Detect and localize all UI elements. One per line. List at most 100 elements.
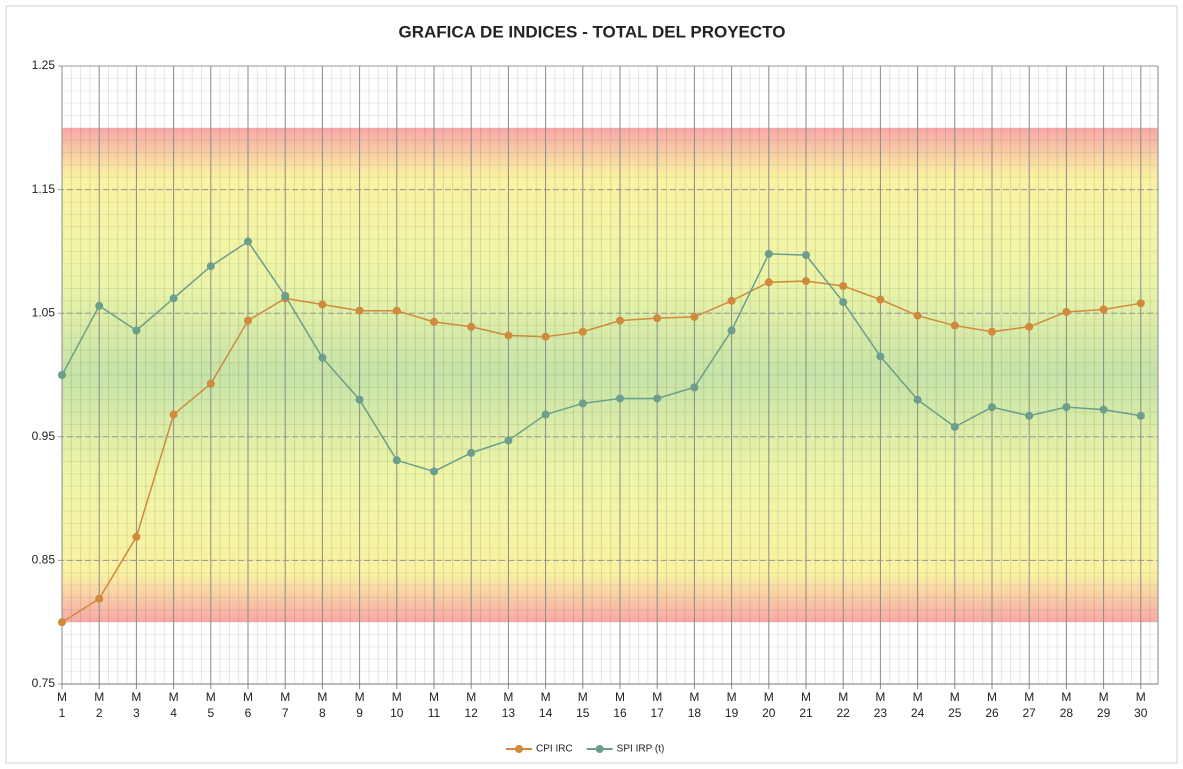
y-tick-label: 1.25: [32, 58, 56, 72]
point: [58, 371, 66, 379]
point: [244, 316, 252, 325]
point: [95, 594, 104, 603]
legend-marker: [515, 745, 523, 753]
point: [690, 383, 699, 392]
point: [169, 410, 178, 419]
point: [95, 301, 104, 310]
point: [578, 399, 587, 408]
point: [355, 395, 364, 404]
x-tick-label: M 24: [910, 690, 925, 720]
point: [58, 618, 66, 627]
x-tick-label: M 21: [799, 690, 813, 720]
x-tick-label: M 27: [1022, 690, 1036, 720]
point: [132, 326, 141, 335]
x-tick-label: M 17: [650, 690, 664, 720]
x-tick-label: M 20: [762, 690, 776, 720]
point: [1136, 411, 1145, 420]
point: [169, 294, 178, 303]
point: [281, 291, 290, 300]
point: [802, 251, 810, 260]
x-tick-label: M 4: [168, 690, 179, 720]
point: [1062, 307, 1071, 316]
x-tick-label: M 11: [427, 690, 441, 720]
x-tick-label: M 23: [873, 690, 888, 720]
point: [616, 394, 624, 403]
x-tick-label: M 12: [464, 690, 478, 720]
point: [132, 532, 141, 541]
x-tick-label: M 30: [1134, 690, 1148, 720]
x-tick-label: M 1: [57, 690, 67, 720]
y-tick-label: 1.05: [32, 305, 56, 319]
point: [1099, 405, 1108, 414]
point: [1136, 299, 1145, 308]
point: [950, 321, 959, 330]
point: [1025, 322, 1034, 331]
point: [430, 317, 438, 326]
point: [802, 277, 810, 286]
y-tick-label: 1.15: [32, 182, 56, 196]
series-line: [61, 240, 1141, 473]
x-tick-label: M 22: [836, 690, 850, 720]
series-line: [61, 280, 1141, 623]
x-tick-label: M 18: [687, 690, 702, 720]
point: [727, 326, 736, 335]
point: [430, 467, 438, 476]
point: [244, 237, 252, 246]
x-tick-label: M 29: [1096, 690, 1111, 720]
point: [876, 352, 885, 361]
x-tick-label: M 5: [205, 690, 216, 720]
x-tick-label: M 13: [501, 690, 516, 720]
legend-label: CPI IRC: [536, 744, 573, 755]
x-tick-label: M 25: [948, 690, 962, 720]
point: [1062, 403, 1071, 412]
x-tick-label: M 3: [131, 690, 142, 720]
point: [764, 249, 773, 258]
x-tick-label: M 7: [280, 690, 291, 720]
point: [616, 316, 624, 325]
x-tick-label: M 6: [243, 690, 253, 720]
point: [913, 311, 922, 320]
point: [355, 306, 364, 315]
point: [876, 295, 885, 304]
x-tick-label: M 19: [724, 690, 739, 720]
chart-title: GRAFICA DE INDICES - TOTAL DEL PROYECTO: [399, 22, 786, 41]
point: [318, 353, 327, 362]
point: [764, 278, 773, 287]
y-tick-label: 0.75: [32, 676, 56, 690]
legend-label: SPI IRP (t): [617, 744, 665, 755]
point: [541, 332, 550, 341]
point: [1025, 411, 1034, 420]
y-tick-label: 0.85: [32, 553, 56, 567]
point: [913, 395, 922, 404]
y-tick-label: 0.95: [32, 429, 56, 443]
x-tick-label: M 14: [538, 690, 553, 720]
point: [988, 327, 996, 336]
point: [653, 394, 662, 403]
point: [392, 306, 401, 315]
x-tick-label: M 15: [576, 690, 590, 720]
point: [653, 314, 662, 323]
x-tick-label: M 26: [985, 690, 999, 720]
point: [727, 296, 736, 305]
point: [504, 331, 513, 340]
point: [839, 298, 848, 307]
point: [541, 410, 550, 419]
point: [206, 379, 215, 388]
point: [467, 322, 476, 331]
point: [467, 448, 476, 457]
point: [318, 300, 327, 309]
point: [392, 456, 401, 465]
point: [690, 312, 699, 321]
point: [206, 262, 215, 271]
point: [839, 282, 848, 291]
point: [1099, 305, 1108, 314]
legend-marker: [595, 745, 604, 753]
x-tick-label: M 16: [613, 690, 627, 720]
x-tick-label: M 2: [94, 690, 105, 720]
x-tick-label: M 8: [317, 690, 328, 720]
point: [504, 436, 513, 445]
tolerance-band: [62, 128, 1158, 622]
point: [950, 422, 959, 431]
